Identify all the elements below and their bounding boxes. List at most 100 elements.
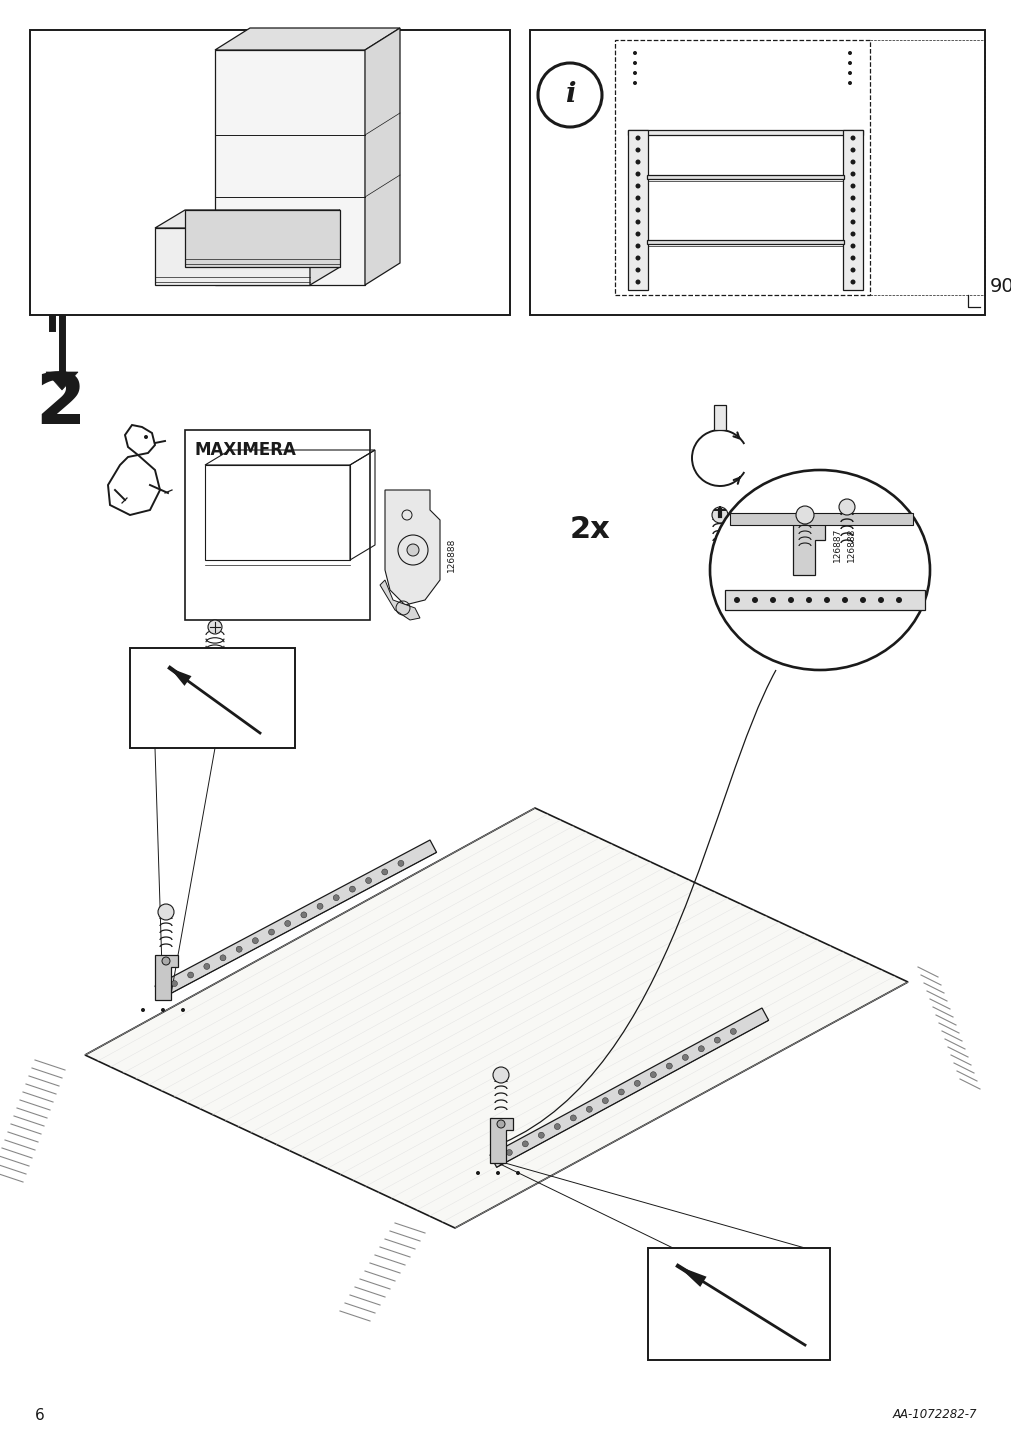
Polygon shape — [170, 667, 191, 686]
Polygon shape — [677, 1266, 706, 1287]
Circle shape — [635, 232, 640, 236]
Circle shape — [632, 62, 636, 64]
Circle shape — [492, 1067, 509, 1083]
Polygon shape — [85, 808, 907, 1229]
Text: 2x: 2x — [569, 516, 611, 544]
Circle shape — [618, 1088, 624, 1095]
Text: 6: 6 — [35, 1408, 44, 1422]
Text: 126887: 126887 — [226, 653, 236, 687]
Circle shape — [635, 159, 640, 165]
Circle shape — [878, 597, 884, 603]
Circle shape — [841, 597, 847, 603]
Bar — [185, 430, 370, 620]
Bar — [714, 405, 725, 430]
Circle shape — [144, 435, 148, 440]
Circle shape — [847, 72, 851, 74]
Circle shape — [475, 1171, 479, 1176]
Circle shape — [554, 1124, 560, 1130]
Circle shape — [796, 505, 813, 524]
Circle shape — [847, 62, 851, 64]
Circle shape — [161, 1008, 165, 1012]
Circle shape — [162, 957, 170, 965]
Text: AA-1072282-7: AA-1072282-7 — [892, 1409, 976, 1422]
Circle shape — [634, 1080, 640, 1087]
Text: 126888: 126888 — [447, 538, 456, 573]
Circle shape — [635, 196, 640, 200]
Polygon shape — [214, 50, 365, 285]
Circle shape — [585, 1107, 591, 1113]
Text: MAXIMERA: MAXIMERA — [195, 441, 296, 460]
Text: 126887: 126887 — [832, 528, 841, 563]
Circle shape — [733, 597, 739, 603]
Circle shape — [849, 279, 854, 285]
Polygon shape — [45, 372, 78, 390]
Polygon shape — [365, 29, 399, 285]
Circle shape — [849, 232, 854, 236]
Polygon shape — [108, 455, 160, 516]
Text: 126887: 126887 — [739, 523, 748, 557]
Circle shape — [171, 981, 177, 987]
Circle shape — [849, 208, 854, 212]
Ellipse shape — [710, 470, 929, 670]
Circle shape — [805, 597, 811, 603]
Circle shape — [635, 268, 640, 272]
Bar — [628, 130, 862, 135]
Polygon shape — [793, 520, 824, 576]
Circle shape — [496, 1120, 504, 1128]
Bar — [646, 175, 843, 179]
Circle shape — [632, 82, 636, 84]
Circle shape — [681, 1054, 687, 1060]
Circle shape — [823, 597, 829, 603]
Circle shape — [268, 929, 274, 935]
Circle shape — [847, 52, 851, 54]
Circle shape — [203, 964, 209, 969]
Circle shape — [538, 1133, 544, 1138]
Circle shape — [769, 597, 775, 603]
Circle shape — [602, 1098, 608, 1104]
Circle shape — [749, 513, 765, 528]
Circle shape — [635, 208, 640, 212]
Polygon shape — [489, 1008, 768, 1167]
Circle shape — [141, 1008, 145, 1012]
Circle shape — [635, 172, 640, 176]
Circle shape — [181, 1008, 185, 1012]
Text: i: i — [564, 82, 574, 109]
Polygon shape — [125, 425, 155, 455]
Circle shape — [397, 861, 403, 866]
Circle shape — [522, 1141, 528, 1147]
Circle shape — [665, 1063, 671, 1070]
Circle shape — [187, 972, 193, 978]
Polygon shape — [155, 211, 340, 228]
Circle shape — [236, 947, 242, 952]
Circle shape — [859, 597, 865, 603]
Polygon shape — [489, 1118, 513, 1163]
Circle shape — [316, 904, 323, 909]
Circle shape — [635, 136, 640, 140]
Circle shape — [538, 63, 602, 127]
Bar — [250, 674, 272, 687]
Bar — [30, 30, 510, 315]
Circle shape — [788, 597, 794, 603]
Polygon shape — [214, 29, 399, 50]
Circle shape — [895, 597, 901, 603]
Circle shape — [838, 498, 854, 516]
Circle shape — [714, 1037, 720, 1042]
Circle shape — [849, 136, 854, 140]
Circle shape — [570, 1116, 575, 1121]
Circle shape — [506, 1150, 512, 1156]
Polygon shape — [309, 211, 340, 285]
Circle shape — [252, 938, 258, 944]
Circle shape — [349, 886, 355, 892]
Polygon shape — [379, 580, 420, 620]
Polygon shape — [155, 841, 436, 998]
Circle shape — [698, 1045, 704, 1051]
Text: IKEA: IKEA — [254, 679, 268, 683]
Circle shape — [635, 147, 640, 152]
Circle shape — [635, 279, 640, 285]
Circle shape — [158, 904, 174, 919]
Bar — [615, 40, 869, 295]
Circle shape — [406, 544, 419, 556]
Circle shape — [849, 172, 854, 176]
Circle shape — [849, 196, 854, 200]
Bar — [647, 1249, 829, 1360]
